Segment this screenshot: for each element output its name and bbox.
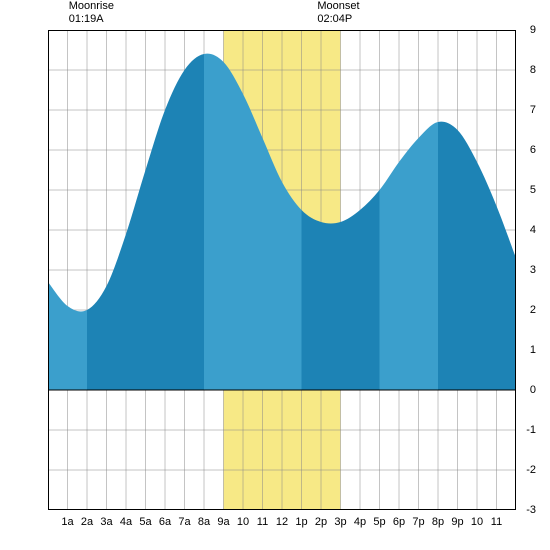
x-tick-label: 1a <box>61 516 73 528</box>
x-tick-label: 9p <box>451 516 463 528</box>
x-tick-label: 9a <box>217 516 229 528</box>
x-tick-label: 11 <box>491 516 502 528</box>
x-tick-label: 2p <box>315 516 327 528</box>
tide-chart: Moonrise 01:19A Moonset 02:04P -3-2-1012… <box>0 0 550 550</box>
x-tick-label: 4p <box>354 516 366 528</box>
moonset-title: Moonset <box>317 0 359 13</box>
chart-svg <box>48 30 516 510</box>
moonset-time: 02:04P <box>317 13 359 26</box>
moonrise-label: Moonrise 01:19A <box>69 0 114 26</box>
x-tick-label: 7a <box>178 516 190 528</box>
y-tick-label: 7 <box>530 104 536 116</box>
moonrise-time: 01:19A <box>69 13 114 26</box>
x-tick-label: 12 <box>276 516 288 528</box>
moonset-label: Moonset 02:04P <box>317 0 359 26</box>
moonrise-title: Moonrise <box>69 0 114 13</box>
y-tick-label: 6 <box>530 144 536 156</box>
y-tick-label: 3 <box>530 264 536 276</box>
x-tick-label: 5a <box>139 516 151 528</box>
x-tick-label: 6p <box>393 516 405 528</box>
y-tick-label: -1 <box>526 424 536 436</box>
x-tick-label: 11 <box>257 516 268 528</box>
y-tick-label: 9 <box>530 24 536 36</box>
y-tick-label: 2 <box>530 304 536 316</box>
y-tick-label: 0 <box>530 384 536 396</box>
y-axis: -3-2-10123456789 <box>520 30 550 510</box>
x-tick-label: 3a <box>100 516 112 528</box>
y-tick-label: 1 <box>530 344 536 356</box>
x-tick-label: 6a <box>159 516 171 528</box>
x-tick-label: 5p <box>373 516 385 528</box>
x-tick-label: 1p <box>295 516 307 528</box>
x-tick-label: 4a <box>120 516 132 528</box>
x-tick-label: 10 <box>471 516 483 528</box>
y-tick-label: -3 <box>526 504 536 516</box>
x-tick-label: 2a <box>81 516 93 528</box>
y-tick-label: 5 <box>530 184 536 196</box>
x-tick-label: 10 <box>237 516 249 528</box>
top-annotations: Moonrise 01:19A Moonset 02:04P <box>0 0 550 30</box>
x-tick-label: 8p <box>432 516 444 528</box>
x-tick-label: 3p <box>334 516 346 528</box>
x-tick-label: 8a <box>198 516 210 528</box>
y-tick-label: 8 <box>530 64 536 76</box>
y-tick-label: -2 <box>526 464 536 476</box>
y-tick-label: 4 <box>530 224 536 236</box>
x-tick-label: 7p <box>412 516 424 528</box>
plot-area <box>48 30 516 510</box>
